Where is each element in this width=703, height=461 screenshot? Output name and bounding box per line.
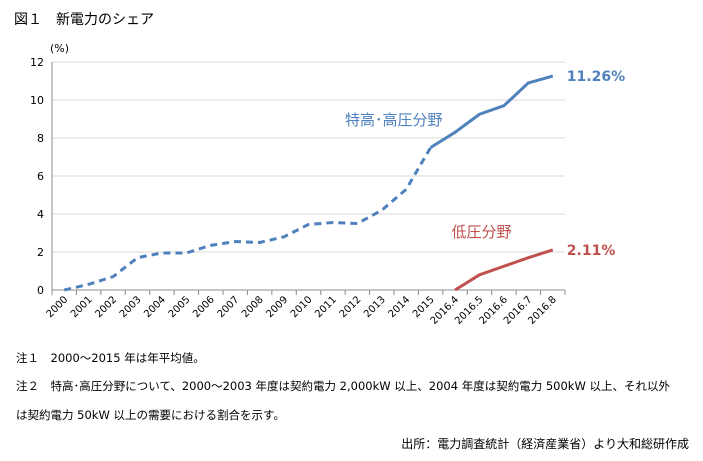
series-line-dashed — [63, 146, 432, 292]
x-tick-label: 2011 — [313, 294, 339, 320]
x-tick-label: 2012 — [338, 294, 364, 320]
grid-lines — [52, 61, 565, 253]
series-name-label: 低圧分野 — [451, 223, 511, 241]
x-tick-label: 2010 — [289, 294, 315, 320]
x-tick-label: 2008 — [240, 294, 266, 320]
note-3: は契約電力 50kW 以上の需要における割合を示す。 — [16, 408, 285, 422]
x-tick-label: 2003 — [118, 294, 144, 320]
y-axis-unit: (%) — [50, 42, 70, 55]
x-tick-label: 2009 — [264, 294, 290, 320]
end-value-label: 2.11% — [567, 243, 616, 259]
x-tick-label: 2000 — [45, 294, 71, 320]
y-tick-label: 12 — [30, 56, 44, 69]
y-tick-label: 6 — [37, 170, 44, 183]
note-1: 注１ 2000～2015 年は年平均値。 — [16, 351, 205, 365]
series-labels: 11.26% 特高･高圧分野 2.11% 低圧分野 — [345, 69, 625, 259]
y-tick-label: 4 — [37, 208, 44, 221]
x-tick-label: 2013 — [362, 294, 388, 320]
x-tick-label: 2006 — [191, 294, 217, 320]
x-tick-label: 2004 — [142, 294, 168, 320]
y-tick-label: 10 — [30, 94, 44, 107]
y-tick-label: 8 — [37, 132, 44, 145]
series-line — [454, 248, 554, 292]
y-axis-ticks: 0 2 4 6 8 10 12 — [30, 56, 44, 297]
x-tick-label: 2014 — [387, 294, 413, 320]
x-axis-ticks: 2000200120022003200420052006200720082009… — [45, 294, 559, 327]
x-tick-label: 2002 — [93, 294, 119, 320]
y-tick-label: 2 — [37, 246, 44, 259]
x-tick-label: 2001 — [69, 294, 95, 320]
chart-title: 図１ 新電力のシェア — [14, 12, 154, 28]
end-value-label: 11.26% — [567, 69, 625, 85]
source-note: 出所：電力調査統計（経済産業省）より大和総研作成 — [401, 437, 689, 451]
x-tick-label: 2005 — [167, 294, 193, 320]
series-name-label: 特高･高圧分野 — [345, 111, 443, 129]
x-tick-label: 2007 — [216, 294, 242, 320]
axes — [51, 62, 566, 295]
y-tick-label: 0 — [37, 284, 44, 297]
series-line-solid — [429, 74, 554, 149]
note-2: 注２ 特高･高圧分野について、2000～2003 年度は契約電力 2,000kW… — [16, 379, 670, 393]
series-group — [63, 74, 554, 292]
